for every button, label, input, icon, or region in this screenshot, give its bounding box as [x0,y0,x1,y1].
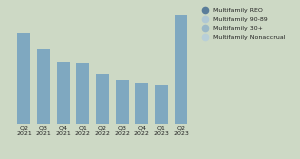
Bar [76,63,89,124]
Bar [175,15,188,124]
Bar [135,83,148,124]
Bar [37,49,50,124]
Bar [96,74,109,124]
Bar [57,62,70,124]
Bar [17,33,30,124]
Legend: Multifamily REO, Multifamily 90-89, Multifamily 30+, Multifamily Nonaccrual: Multifamily REO, Multifamily 90-89, Mult… [199,8,286,40]
Bar [116,80,128,124]
Bar [155,85,168,124]
